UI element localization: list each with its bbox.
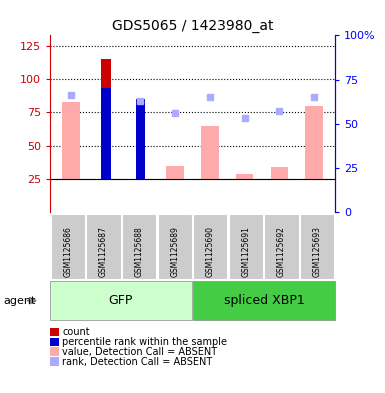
Text: agent: agent (4, 296, 36, 306)
Bar (62, 102, 80, 179)
Text: GSM1125691: GSM1125691 (241, 226, 250, 277)
Title: GDS5065 / 1423980_at: GDS5065 / 1423980_at (112, 19, 273, 33)
Text: count: count (62, 327, 90, 337)
Bar (101, 88, 110, 179)
Text: GSM1125693: GSM1125693 (313, 226, 321, 277)
Text: rank, Detection Call = ABSENT: rank, Detection Call = ABSENT (62, 356, 213, 367)
Text: GSM1125690: GSM1125690 (206, 226, 215, 277)
Text: percentile rank within the sample: percentile rank within the sample (62, 337, 228, 347)
Text: GSM1125688: GSM1125688 (135, 226, 144, 277)
Bar (271, 167, 288, 179)
Bar (166, 166, 184, 179)
Text: spliced XBP1: spliced XBP1 (224, 294, 305, 307)
Text: GSM1125686: GSM1125686 (64, 226, 72, 277)
Text: value, Detection Call = ABSENT: value, Detection Call = ABSENT (62, 347, 218, 357)
Text: GSM1125687: GSM1125687 (99, 226, 108, 277)
Text: GFP: GFP (109, 294, 133, 307)
Bar (136, 99, 145, 179)
Text: GSM1125692: GSM1125692 (277, 226, 286, 277)
Bar (136, 118, 145, 179)
Bar (101, 59, 110, 179)
Bar (236, 174, 253, 179)
Bar (201, 126, 219, 179)
Text: GSM1125689: GSM1125689 (170, 226, 179, 277)
Bar (305, 106, 323, 179)
